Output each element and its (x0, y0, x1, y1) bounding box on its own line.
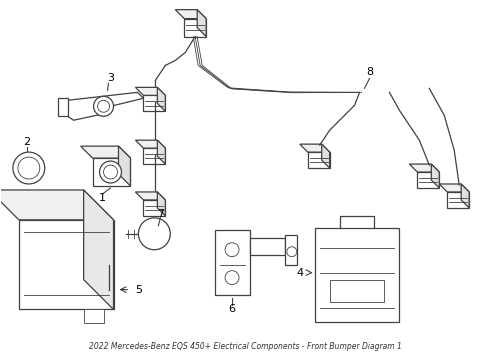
Polygon shape (157, 140, 165, 164)
Polygon shape (144, 148, 165, 164)
Polygon shape (447, 192, 469, 208)
Text: 5: 5 (135, 284, 142, 294)
Text: 8: 8 (366, 67, 373, 77)
Polygon shape (285, 235, 297, 265)
Polygon shape (315, 228, 399, 323)
Polygon shape (119, 146, 130, 186)
Text: 2: 2 (24, 137, 30, 147)
Text: 4: 4 (296, 267, 303, 278)
Polygon shape (184, 19, 206, 37)
Circle shape (18, 157, 40, 179)
Polygon shape (144, 95, 165, 111)
Text: 3: 3 (107, 73, 114, 84)
Polygon shape (409, 164, 439, 172)
Polygon shape (300, 144, 330, 152)
Polygon shape (19, 220, 114, 310)
Polygon shape (322, 144, 330, 168)
Polygon shape (84, 190, 114, 310)
Circle shape (225, 271, 239, 285)
Text: 7: 7 (157, 209, 164, 219)
Polygon shape (135, 192, 165, 200)
Bar (141, 229, 154, 239)
Polygon shape (197, 10, 206, 37)
Polygon shape (431, 164, 439, 188)
Circle shape (94, 96, 114, 116)
Polygon shape (84, 310, 103, 323)
Polygon shape (157, 192, 165, 216)
Circle shape (287, 247, 297, 257)
Bar (330, 280, 385, 302)
Polygon shape (157, 87, 165, 111)
Polygon shape (0, 190, 114, 220)
Circle shape (138, 218, 171, 250)
Polygon shape (175, 10, 206, 19)
Polygon shape (135, 87, 165, 95)
Polygon shape (58, 98, 68, 116)
Polygon shape (461, 184, 469, 208)
Polygon shape (93, 158, 130, 186)
Text: 6: 6 (228, 305, 236, 315)
Polygon shape (135, 140, 165, 148)
Text: 2022 Mercedes-Benz EQS 450+ Electrical Components - Front Bumper Diagram 1: 2022 Mercedes-Benz EQS 450+ Electrical C… (89, 342, 401, 351)
Polygon shape (417, 172, 439, 188)
Polygon shape (144, 200, 165, 216)
Polygon shape (439, 184, 469, 192)
Circle shape (98, 100, 110, 112)
Circle shape (13, 152, 45, 184)
Polygon shape (81, 146, 130, 158)
Circle shape (225, 243, 239, 257)
Circle shape (99, 161, 122, 183)
Text: 1: 1 (99, 193, 106, 203)
Polygon shape (308, 152, 330, 168)
Circle shape (103, 165, 118, 179)
Polygon shape (250, 238, 285, 255)
Polygon shape (215, 230, 250, 294)
Polygon shape (68, 92, 144, 120)
